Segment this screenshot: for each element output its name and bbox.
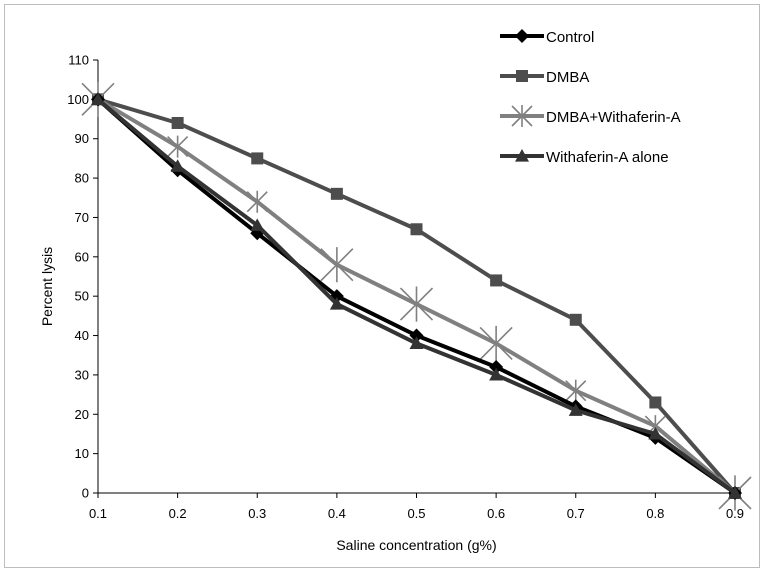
y-tick-label: 30 [75, 367, 89, 382]
data-point [410, 223, 423, 236]
legend-label: Control [546, 29, 594, 46]
legend-marker [515, 149, 529, 162]
y-tick-label: 40 [75, 328, 89, 343]
y-axis-ticks: 0 10 20 30 40 50 60 70 80 90 100 110 [67, 53, 98, 501]
legend-marker [511, 105, 533, 127]
data-point [728, 486, 742, 499]
legend-label: Withaferin-A alone [546, 149, 669, 166]
data-point [649, 396, 662, 409]
series-dmba-withaferin-a [81, 81, 752, 511]
data-point [320, 247, 354, 283]
y-tick-label: 80 [75, 171, 89, 186]
data-point [569, 313, 582, 326]
data-point [329, 297, 344, 310]
x-tick-label: 0.4 [328, 506, 346, 521]
data-point [479, 325, 513, 362]
data-point [246, 190, 268, 213]
legend-label: DMBA [546, 69, 589, 86]
x-tick-label: 0.3 [248, 506, 266, 521]
y-tick-label: 10 [75, 446, 89, 461]
data-point [330, 187, 343, 200]
data-point [170, 159, 185, 172]
x-tick-label: 0.2 [169, 506, 187, 521]
data-point [251, 152, 264, 165]
data-point [409, 336, 424, 350]
data-point [171, 116, 184, 129]
y-tick-label: 70 [75, 210, 89, 225]
y-tick-label: 90 [75, 131, 89, 146]
legend-item: Withaferin-A alone [500, 149, 669, 166]
data-point [409, 328, 424, 343]
legend-marker [515, 29, 529, 43]
x-axis-title: Saline concentration (g%) [336, 537, 496, 553]
y-axis-title: Percent lysis [39, 247, 55, 326]
y-tick-label: 0 [82, 486, 89, 501]
series-withaferin-a-alone [91, 92, 742, 499]
y-tick-label: 110 [68, 53, 89, 68]
legend: Control DMBA DMBA+Withaferin-A Withaferin-A… [500, 29, 681, 166]
x-tick-label: 0.8 [646, 506, 664, 521]
data-point [399, 286, 434, 322]
data-point [568, 403, 583, 416]
data-point [565, 379, 587, 402]
data-point [489, 367, 504, 381]
legend-label: DMBA+Withaferin-A [546, 109, 681, 126]
x-tick-label: 0.7 [567, 506, 585, 521]
y-tick-label: 100 [67, 92, 89, 107]
x-tick-label: 0.5 [407, 506, 425, 521]
x-axis-ticks: 0.1 0.2 0.3 0.4 0.5 0.6 0.7 0.8 0.9 [89, 493, 744, 521]
data-point [489, 360, 504, 375]
x-tick-label: 0.1 [89, 506, 107, 521]
legend-marker [516, 70, 528, 82]
x-tick-label: 0.9 [726, 506, 744, 521]
y-tick-label: 20 [75, 407, 89, 422]
y-tick-label: 60 [75, 249, 89, 264]
x-tick-label: 0.6 [487, 506, 505, 521]
data-point [250, 218, 265, 231]
y-tick-label: 50 [75, 289, 89, 304]
data-point [490, 274, 503, 287]
series-layer [81, 81, 752, 511]
data-point [648, 426, 663, 440]
legend-item: Control [500, 29, 594, 46]
legend-item: DMBA [500, 69, 589, 86]
data-point [91, 92, 105, 105]
legend-item: DMBA+Withaferin-A [500, 105, 681, 127]
data-point [167, 135, 189, 158]
